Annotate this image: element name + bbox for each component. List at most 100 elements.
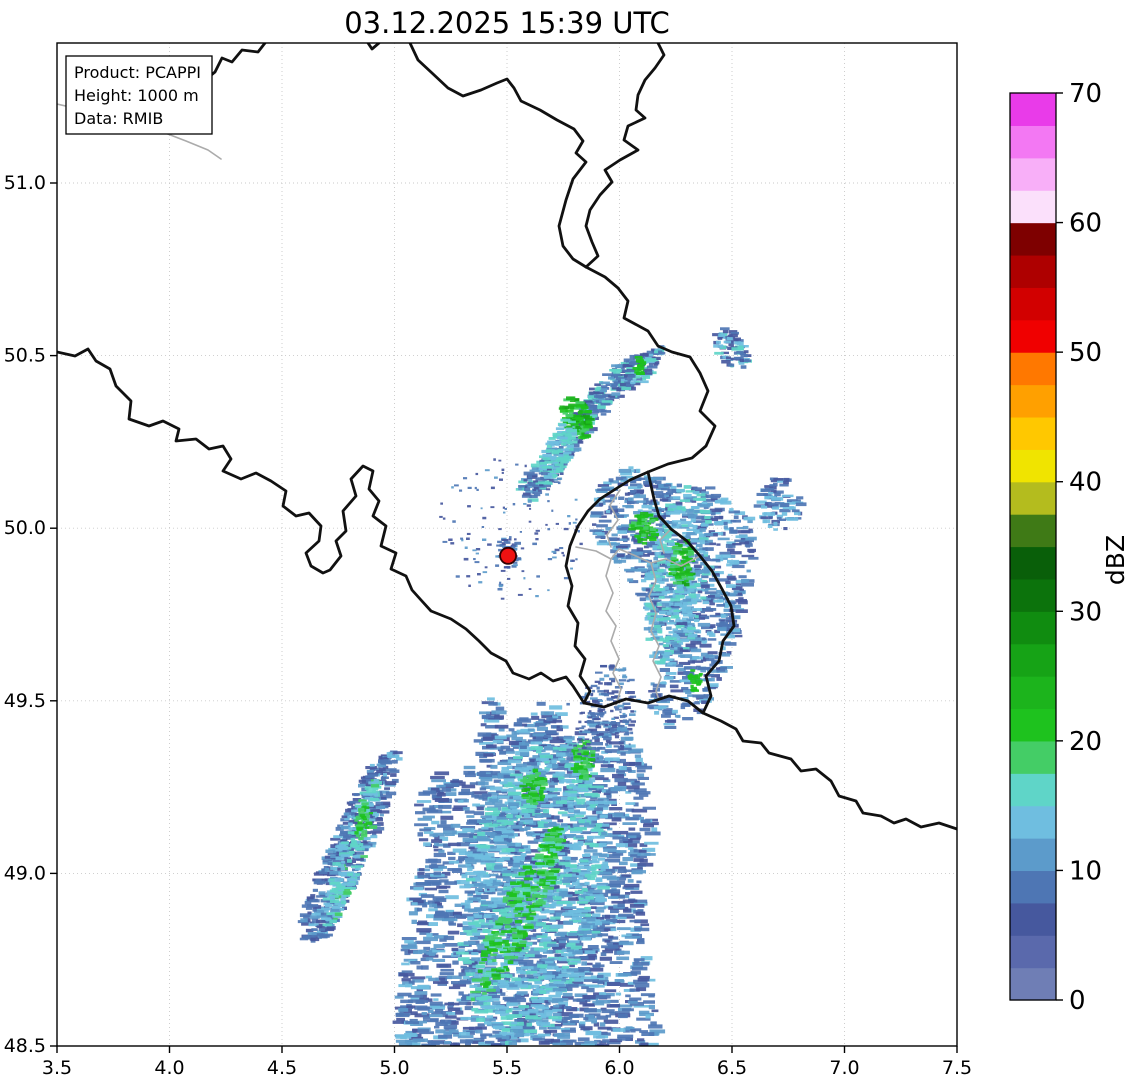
radar-echo-streak — [519, 742, 525, 746]
radar-echo-streak — [514, 981, 521, 985]
radar-echo-streak — [581, 961, 587, 965]
radar-echo-streak — [414, 804, 424, 807]
radar-echo-streak — [514, 900, 522, 903]
radar-echo-streak — [653, 546, 657, 550]
radar-echo-streak — [615, 979, 624, 983]
radar-echo-streak — [618, 782, 627, 786]
radar-echo-streak — [502, 873, 512, 876]
radar-echo-streak — [673, 496, 680, 499]
radar-echo-streak — [553, 1005, 559, 1008]
radar-echo-streak — [510, 806, 517, 809]
radar-echo-streak — [596, 910, 605, 913]
radar-echo-streak — [488, 702, 497, 706]
radar-echo-streak — [417, 908, 422, 912]
radar-echo-streak — [310, 938, 319, 942]
radar-echo-streak — [431, 993, 442, 996]
radar-echo-streak — [628, 879, 634, 883]
radar-echo-streak — [635, 983, 650, 987]
radar-echo-streak — [479, 962, 485, 964]
radar-echo-streak — [574, 765, 582, 768]
radar-echo-streak — [432, 950, 445, 953]
radar-echo-streak — [434, 944, 445, 948]
radar-echo-streak — [600, 957, 612, 961]
radar-echo-streak — [531, 746, 543, 750]
radar-echo-streak — [405, 1021, 419, 1024]
radar-echo-streak — [491, 968, 497, 971]
radar-echo-streak — [370, 798, 379, 801]
radar-echo-streak — [531, 716, 539, 720]
radar-echo-streak — [533, 1038, 545, 1041]
radar-echo-streak — [700, 541, 705, 544]
radar-echo-streak — [748, 557, 758, 560]
radar-echo-streak — [498, 949, 507, 951]
radar-echo-streak — [564, 953, 574, 956]
radar-echo-streak — [579, 770, 587, 773]
radar-echo-streak — [616, 546, 628, 549]
radar-echo-streak — [483, 972, 492, 976]
radar-echo-streak — [310, 899, 320, 902]
radar-echo-streak — [679, 642, 683, 645]
radar-echo-streak — [610, 910, 619, 914]
radar-echo-streak — [557, 984, 565, 987]
radar-echo-streak — [450, 780, 463, 783]
radar-echo-streak — [374, 779, 379, 783]
radar-echo-streak — [430, 1018, 439, 1022]
radar-echo-streak — [591, 828, 603, 831]
radar-echo-streak — [531, 908, 542, 911]
radar-echo-streak — [636, 758, 643, 762]
radar-echo-streak — [628, 835, 636, 838]
radar-echo-streak — [355, 865, 363, 868]
radar-echo-streak — [358, 837, 364, 840]
radar-echo-streak — [572, 914, 586, 917]
radar-echo-streak — [381, 797, 387, 800]
radar-echo-streak — [311, 928, 318, 931]
radar-echo-streak — [729, 508, 733, 511]
radar-echo-streak — [555, 859, 559, 863]
radar-echo-streak — [393, 751, 403, 754]
radar-echo-streak — [412, 920, 418, 924]
radar-echo-streak — [583, 775, 589, 779]
radar-echo-streak — [482, 992, 487, 995]
radar-echo-streak — [582, 925, 591, 928]
radar-echo-streak — [402, 945, 417, 949]
radar-echo-streak — [501, 789, 509, 792]
radar-echo-streak — [553, 1043, 567, 1046]
radar-echo-streak — [361, 834, 368, 837]
radar-echo-streak — [380, 806, 385, 809]
radar-echo-streak — [579, 876, 584, 880]
radar-echo-streak — [409, 911, 418, 915]
radar-echo-streak — [564, 1040, 577, 1043]
radar-echo-streak — [632, 870, 646, 873]
radar-echo-streak — [702, 638, 707, 641]
radar-echo-streak — [429, 805, 434, 809]
radar-echo-streak — [339, 834, 349, 837]
radar-echo-streak — [609, 881, 625, 885]
radar-echo-streak — [360, 814, 365, 817]
radar-echo-streak — [478, 782, 489, 786]
radar-echo-streak — [415, 811, 426, 814]
radar-echo-streak — [580, 937, 591, 941]
radar-echo-streak — [641, 993, 655, 996]
radar-echo-streak — [307, 896, 314, 899]
radar-echo-streak — [572, 780, 583, 783]
radar-echo-streak — [595, 836, 605, 839]
radar-echo-streak — [701, 584, 710, 588]
radar-echo-streak — [636, 881, 641, 884]
radar-echo-streak — [604, 801, 617, 805]
radar-echo-streak — [654, 706, 667, 709]
radar-echo-streak — [410, 976, 425, 979]
radar-echo-streak — [344, 813, 350, 816]
radar-echo-streak — [717, 627, 727, 631]
radar-echo-streak — [405, 984, 412, 988]
radar-echo-streak — [502, 1032, 514, 1035]
radar-echo-streak — [677, 484, 682, 488]
radar-echo-streak — [592, 913, 600, 917]
radar-echo-streak — [481, 954, 486, 957]
radar-echo-streak — [566, 885, 574, 888]
radar-echo-streak — [568, 962, 578, 965]
radar-echo-streak — [531, 741, 543, 744]
radar-echo-streak — [590, 805, 596, 808]
radar-echo-streak — [617, 951, 630, 955]
radar-echo-streak — [671, 554, 677, 557]
radar-echo-streak — [590, 515, 601, 518]
